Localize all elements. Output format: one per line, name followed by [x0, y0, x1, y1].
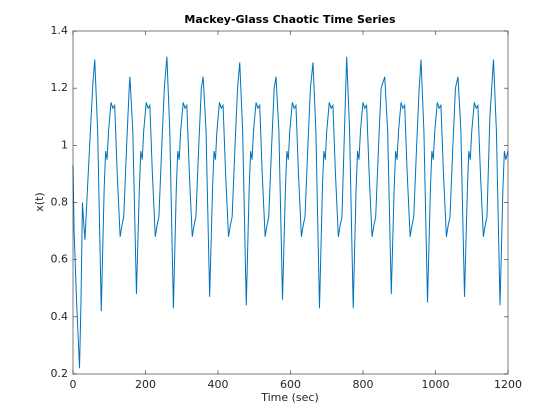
data-line	[72, 56, 509, 369]
x-tick-label: 200	[135, 378, 156, 391]
x-tick-label: 0	[70, 378, 77, 391]
chart-title: Mackey-Glass Chaotic Time Series	[184, 13, 396, 26]
y-tick-label: 1.4	[51, 24, 69, 37]
y-axis-label: x(t)	[33, 192, 46, 211]
x-tick-label: 400	[208, 378, 229, 391]
x-axis-label: Time (sec)	[260, 391, 319, 404]
y-tick-label: 0.2	[51, 367, 69, 380]
y-tick-label: 0.8	[51, 196, 69, 209]
y-tick-label: 1	[61, 138, 68, 151]
x-tick-label: 600	[280, 378, 301, 391]
y-tick-label: 0.6	[51, 253, 69, 266]
x-tick-label: 800	[353, 378, 374, 391]
y-tick-label: 0.4	[51, 310, 69, 323]
x-tick-label: 1000	[422, 378, 450, 391]
y-tick-label: 1.2	[51, 81, 69, 94]
x-tick-label: 1200	[494, 378, 522, 391]
